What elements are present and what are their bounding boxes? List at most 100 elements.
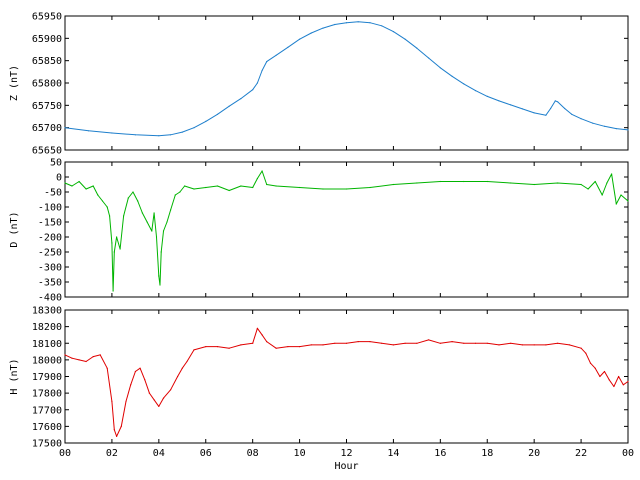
data-point-d	[322, 188, 324, 190]
data-point-d	[533, 183, 535, 186]
data-point-z	[228, 105, 230, 107]
data-point-h	[618, 375, 620, 378]
data-point-h	[252, 342, 254, 344]
data-point-d	[112, 290, 114, 292]
data-point-z	[240, 98, 242, 100]
y-tick-label-d: 50	[50, 158, 62, 169]
y-tick-label-z: 65750	[32, 101, 62, 112]
data-point-z	[603, 125, 606, 127]
data-point-h	[134, 370, 136, 373]
data-point-d	[174, 194, 176, 196]
data-point-h	[99, 354, 101, 356]
series-line-z	[64, 21, 629, 137]
data-point-d	[240, 185, 242, 187]
data-point-h	[287, 346, 289, 348]
data-point-z	[322, 27, 324, 29]
data-point-d	[166, 221, 168, 223]
data-point-d	[78, 180, 80, 183]
data-point-d	[275, 185, 277, 187]
x-tick-label: 02	[106, 448, 118, 459]
data-point-h	[85, 360, 87, 363]
data-point-h	[474, 342, 477, 344]
y-tick-label-z: 65800	[32, 79, 62, 90]
data-point-h	[113, 429, 115, 431]
data-point-d	[159, 284, 161, 286]
data-point-h	[275, 347, 277, 349]
y-tick-label-h: 17900	[32, 372, 62, 383]
data-point-z	[451, 75, 453, 77]
data-point-h	[177, 375, 179, 378]
data-point-z	[252, 89, 254, 91]
data-point-d	[127, 197, 129, 199]
y-tick-label-h: 18000	[32, 355, 62, 366]
y-tick-label-h: 18200	[32, 322, 62, 333]
data-point-d	[580, 183, 582, 186]
y-tick-label-d: -300	[38, 263, 62, 274]
data-point-h	[557, 342, 559, 344]
data-point-z	[533, 112, 535, 114]
data-point-h	[498, 344, 500, 346]
data-point-d	[179, 191, 181, 193]
data-point-d	[557, 182, 559, 184]
data-point-h	[181, 367, 183, 369]
data-point-h	[416, 342, 418, 344]
data-point-z	[627, 129, 629, 131]
y-tick-label-h: 17700	[32, 405, 62, 416]
data-point-z	[357, 21, 359, 23]
data-point-d	[463, 180, 465, 183]
data-point-h	[521, 344, 524, 346]
y-tick-label-d: -250	[38, 248, 62, 259]
data-point-d	[205, 186, 207, 189]
data-point-d	[261, 170, 263, 172]
data-point-d	[594, 180, 596, 183]
data-point-h	[228, 347, 230, 349]
data-point-d	[184, 185, 186, 187]
data-point-d	[106, 206, 108, 208]
panel-frame-z	[64, 15, 629, 151]
data-point-z	[369, 22, 371, 24]
data-point-d	[345, 188, 348, 190]
y-tick-label-h: 18300	[32, 306, 62, 317]
data-point-z	[498, 100, 500, 102]
y-tick-label-d: -400	[38, 293, 62, 304]
data-point-d	[486, 180, 488, 183]
data-point-z	[205, 120, 207, 122]
data-point-h	[186, 360, 188, 363]
data-point-d	[71, 185, 73, 187]
data-point-z	[275, 54, 277, 56]
data-point-z	[345, 22, 348, 24]
data-point-z	[134, 134, 136, 136]
y-tick-label-z: 65950	[32, 12, 62, 23]
data-point-h	[599, 375, 601, 378]
data-point-d	[109, 215, 111, 217]
data-point-h	[608, 379, 610, 381]
data-point-z	[87, 130, 90, 132]
data-point-z	[256, 82, 258, 84]
data-point-h	[106, 367, 108, 369]
data-point-d	[587, 188, 589, 190]
data-point-d	[160, 251, 162, 253]
data-point-h	[116, 435, 118, 437]
data-point-d	[119, 248, 121, 250]
y-tick-label-d: -150	[38, 218, 62, 229]
data-point-z	[554, 100, 556, 102]
data-point-d	[101, 200, 104, 202]
y-tick-label-h: 18100	[32, 339, 62, 350]
data-point-z	[428, 57, 430, 59]
data-point-d	[193, 188, 195, 190]
data-point-d	[615, 203, 617, 205]
data-point-h	[170, 389, 172, 391]
data-point-z	[392, 31, 394, 33]
data-point-d	[228, 189, 230, 192]
data-point-h	[120, 425, 122, 427]
data-point-z	[580, 118, 582, 120]
data-point-z	[592, 122, 594, 124]
y-axis-label-z: Z (nT)	[9, 65, 20, 101]
data-point-h	[158, 405, 160, 407]
data-point-d	[146, 221, 148, 223]
data-point-h	[125, 400, 127, 402]
data-point-h	[130, 384, 132, 386]
data-point-z	[381, 25, 383, 27]
data-point-z	[287, 46, 289, 48]
